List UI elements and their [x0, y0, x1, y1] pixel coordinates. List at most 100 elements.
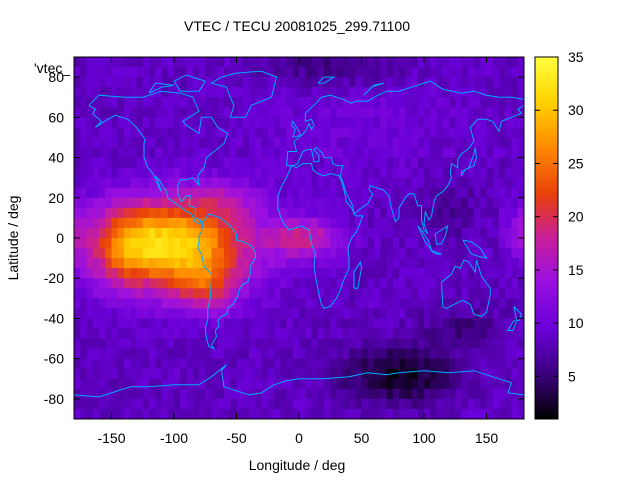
heatmap-cell [405, 87, 413, 98]
heatmap-cell [399, 388, 406, 400]
heatmap-cell [186, 358, 194, 370]
heatmap-cell [392, 137, 400, 149]
heatmap-cell [355, 288, 363, 299]
heatmap-cell [242, 368, 250, 380]
heatmap-cell [186, 197, 194, 209]
heatmap-cell [455, 348, 463, 360]
heatmap-cell [467, 258, 475, 269]
heatmap-cell [280, 268, 288, 279]
heatmap-cell [374, 87, 381, 98]
heatmap-cell [430, 278, 438, 289]
heatmap-cell [286, 157, 294, 169]
heatmap-cell [392, 167, 400, 179]
heatmap-cell [449, 318, 456, 330]
heatmap-cell [149, 408, 156, 419]
heatmap-cell [399, 147, 406, 159]
heatmap-cell [186, 97, 194, 108]
heatmap-cell [242, 217, 250, 229]
heatmap-cell [236, 147, 244, 159]
heatmap-cell [242, 57, 250, 68]
heatmap-cell [430, 298, 438, 309]
heatmap-cell [192, 87, 200, 98]
heatmap-cell [380, 167, 388, 179]
heatmap-cell [92, 248, 100, 259]
heatmap-cell [436, 338, 444, 350]
heatmap-cell [149, 57, 156, 68]
heatmap-cell [149, 87, 156, 98]
heatmap-cell [224, 378, 231, 390]
heatmap-cell [367, 67, 375, 78]
heatmap-cell [161, 248, 169, 259]
heatmap-cell [367, 137, 375, 149]
heatmap-cell [124, 338, 131, 350]
heatmap-cell [361, 147, 369, 159]
heatmap-cell [499, 358, 506, 370]
heatmap-cell [317, 87, 325, 98]
heatmap-cell [255, 288, 263, 299]
heatmap-cell [342, 157, 350, 169]
heatmap-cell [136, 408, 144, 419]
x-axis-label: Longitude / deg [249, 457, 346, 473]
heatmap-cell [311, 77, 319, 88]
heatmap-cell [236, 77, 244, 88]
heatmap-cell [74, 368, 81, 380]
heatmap-cell [292, 248, 300, 259]
heatmap-cell [499, 107, 506, 118]
heatmap-cell [499, 278, 506, 289]
heatmap-cell [505, 268, 513, 279]
heatmap-cell [286, 308, 294, 320]
heatmap-cell [192, 67, 200, 78]
heatmap-cell [405, 268, 413, 279]
heatmap-cell [161, 268, 169, 279]
heatmap-cell [161, 348, 169, 360]
heatmap-cell [305, 207, 313, 219]
heatmap-cell [342, 388, 350, 400]
heatmap-cell [430, 147, 438, 159]
heatmap-cell [267, 288, 275, 299]
heatmap-cell [442, 318, 450, 330]
y-tick-label: -80 [44, 391, 64, 407]
heatmap-cell [461, 358, 469, 370]
heatmap-cell [124, 378, 131, 390]
heatmap-cell [142, 67, 150, 78]
heatmap-cell [111, 217, 119, 229]
heatmap-cell [399, 238, 406, 249]
heatmap-cell [230, 187, 238, 199]
heatmap-cell [311, 227, 319, 239]
heatmap-cell [155, 348, 163, 360]
heatmap-cell [442, 77, 450, 88]
heatmap-cell [361, 328, 369, 340]
heatmap-cell [380, 157, 388, 169]
heatmap-cell [374, 177, 381, 189]
heatmap-cell [236, 258, 244, 269]
heatmap-cell [467, 388, 475, 400]
heatmap-cell [455, 308, 463, 320]
heatmap-cell [480, 378, 488, 390]
heatmap-cell [405, 227, 413, 239]
heatmap-cell [411, 77, 419, 88]
heatmap-cell [330, 157, 338, 169]
heatmap-cell [130, 207, 138, 219]
heatmap-cell [467, 177, 475, 189]
heatmap-cell [405, 217, 413, 229]
heatmap-cell [330, 398, 338, 410]
heatmap-cell [342, 318, 350, 330]
heatmap-cell [167, 268, 175, 279]
heatmap-cell [211, 217, 219, 229]
heatmap-cell [505, 358, 513, 370]
heatmap-cell [161, 77, 169, 88]
heatmap-cell [511, 87, 519, 98]
heatmap-cell [105, 137, 113, 149]
heatmap-cell [486, 57, 494, 68]
heatmap-cell [111, 97, 119, 108]
heatmap-cell [374, 67, 381, 78]
heatmap-cell [155, 358, 163, 370]
heatmap-cell [111, 87, 119, 98]
heatmap-cell [511, 338, 519, 350]
heatmap-cell [174, 348, 181, 360]
heatmap-cell [411, 368, 419, 380]
heatmap-cell [430, 97, 438, 108]
heatmap-cell [499, 127, 506, 139]
heatmap-cell [517, 358, 524, 370]
heatmap-cell [380, 288, 388, 299]
